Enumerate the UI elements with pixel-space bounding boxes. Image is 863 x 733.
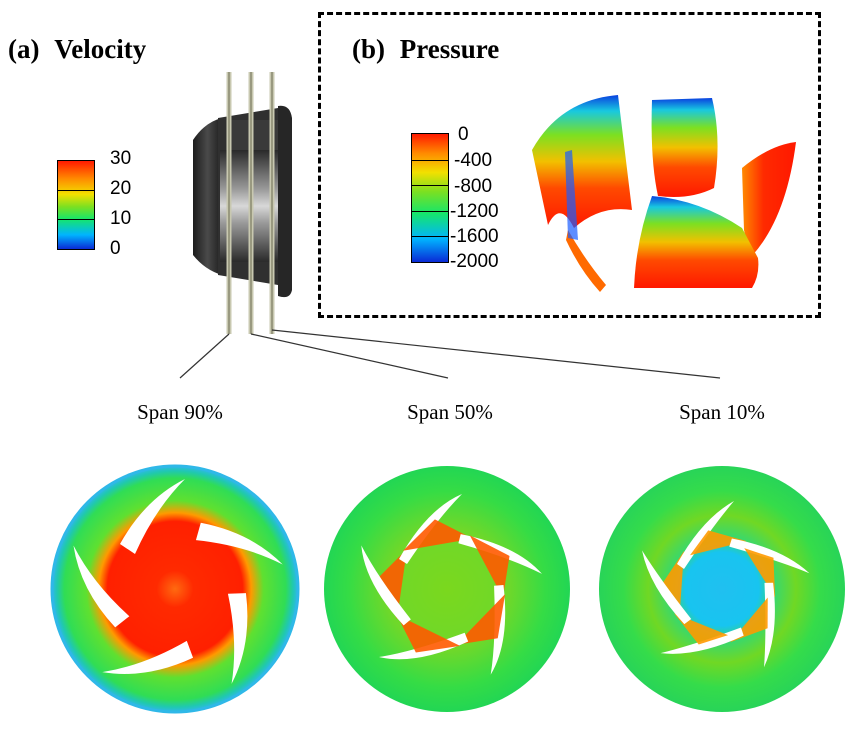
panel-b-title-text: Pressure — [399, 34, 500, 64]
blade-90-3 — [227, 593, 248, 684]
velocity-tick-0: 0 — [110, 238, 121, 259]
blade-10-2 — [729, 538, 810, 574]
section-span-50 — [324, 466, 570, 712]
disk-span-10 — [599, 466, 845, 712]
disk-span-50 — [324, 466, 570, 712]
section-span-90 — [50, 464, 300, 714]
pressure-tick-0: 0 — [458, 124, 469, 145]
section-span-10 — [599, 466, 845, 712]
wake-50-1 — [377, 549, 407, 619]
velocity-tick-30: 30 — [110, 148, 132, 169]
velocity-tick-20: 20 — [110, 178, 132, 199]
span-50-label: Span 50% — [407, 400, 493, 424]
pressure-tick-800: -800 — [454, 176, 493, 197]
leader-span-10 — [271, 329, 721, 379]
panel-a-label: (a) — [8, 34, 40, 64]
blade-10-5 — [642, 550, 692, 625]
hub-left-section — [193, 118, 222, 275]
leader-span-90 — [179, 333, 230, 379]
pressure-tick-2000: -2000 — [450, 251, 499, 272]
leader-span-50 — [250, 333, 449, 379]
outlet-flange — [278, 105, 292, 298]
wake-10-2 — [690, 530, 747, 556]
velocity-colorbar — [57, 160, 95, 250]
pressure-blade-edge — [565, 150, 578, 240]
blade-90-2 — [195, 522, 283, 565]
pressure-blade-3 — [742, 142, 796, 258]
blade-50-4 — [379, 632, 469, 660]
panel-b-label: (b) — [352, 34, 385, 64]
wake-10-1 — [662, 551, 684, 609]
panel-a-title-text: Velocity — [54, 34, 147, 64]
blade-90-5 — [73, 545, 130, 628]
pressure-tick-1200: -1200 — [450, 201, 499, 222]
pressure-blades — [532, 95, 796, 292]
panel-a-title: (a) Velocity — [8, 34, 146, 65]
pressure-colorbar — [411, 133, 449, 263]
pressure-tick-1600: -1600 — [450, 226, 499, 247]
pressure-blade-5 — [566, 230, 606, 292]
pressure-blade-4 — [634, 196, 759, 288]
blade-50-5 — [361, 545, 411, 626]
wake-50-3 — [469, 535, 510, 598]
pressure-blade-2 — [651, 98, 718, 197]
velocity-tick-10: 10 — [110, 208, 132, 229]
panel-b-title: (b) Pressure — [352, 34, 499, 65]
span-90-label: Span 90% — [137, 400, 223, 424]
wake-50-5 — [396, 614, 461, 653]
pressure-blade-1 — [532, 95, 632, 228]
blade-90-1 — [120, 479, 185, 554]
pressure-dashed-frame — [318, 12, 821, 318]
span-10-label: Span 10% — [679, 400, 765, 424]
wake-50-2 — [403, 519, 473, 551]
pressure-tick-400: -400 — [454, 150, 493, 171]
blade-90-4 — [102, 640, 194, 674]
impeller-side-view — [193, 72, 292, 334]
